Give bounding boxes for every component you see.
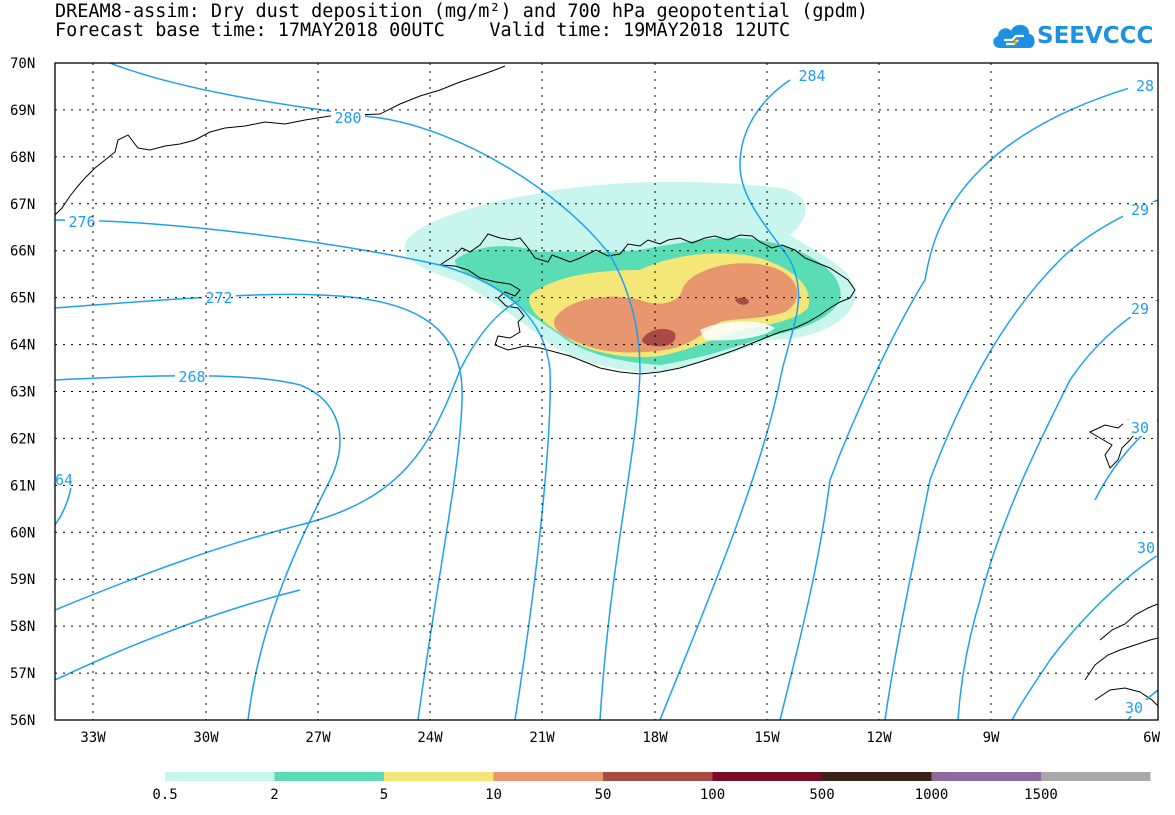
contour-line [779, 79, 1158, 720]
latitude-label: 63N [10, 385, 35, 401]
contour-label: 30 [1125, 699, 1143, 717]
coastlines [55, 65, 1158, 707]
contour-line [109, 63, 641, 720]
longitude-label: 15W [754, 730, 780, 746]
contour-label: 284 [798, 67, 825, 85]
contour-line [55, 299, 521, 611]
contour-label: 272 [205, 289, 232, 307]
colorbar-tick-label: 50 [595, 787, 612, 803]
colorbar-tick-label: 5 [380, 787, 388, 803]
colorbar-tick-label: 100 [700, 787, 725, 803]
latitude-label: 60N [10, 525, 35, 541]
colorbar-tick-label: 0.5 [152, 787, 177, 803]
longitude-labels: 33W 30W 27W 24W 21W 18W 15W 12W 9W 6W [80, 730, 1160, 746]
map-subtitle-times: Forecast base time: 17MAY2018 00UTC Vali… [55, 20, 791, 41]
longitude-label: 30W [193, 730, 219, 746]
colorbar-swatch [603, 772, 713, 781]
map-title: DREAM8-assim: Dry dust deposition (mg/m²… [55, 1, 869, 22]
colorbar-tick-label: 10 [485, 787, 502, 803]
deposition-band-50b [735, 297, 749, 305]
latitude-labels: 70N 69N 68N 67N 66N 65N 64N 63N 62N 61N 60N 59N 58N 5… [10, 56, 35, 729]
latitude-label: 59N [10, 572, 35, 588]
colorbar-swatch [493, 772, 603, 781]
iceland-coastline [438, 233, 856, 375]
colorbar-swatch [165, 772, 275, 781]
contour-line [659, 79, 800, 720]
colorbar-swatch [274, 772, 384, 781]
scotland-coastline [1084, 603, 1158, 707]
latitude-label: 66N [10, 244, 35, 260]
contour-label: 29 [1131, 300, 1149, 318]
deposition-band-10 [554, 263, 798, 353]
colorbar-swatch [822, 772, 932, 781]
latitude-label: 65N [10, 291, 35, 307]
contour-label: 64 [55, 471, 73, 489]
latitude-label: 57N [10, 666, 35, 682]
latitude-label: 56N [10, 713, 35, 729]
colorbar-tick-label: 1500 [1024, 787, 1058, 803]
contour-label: 280 [334, 109, 361, 127]
latitude-label: 64N [10, 338, 35, 354]
deposition-band-50 [642, 328, 676, 347]
contour-line [55, 589, 301, 681]
latitude-label: 69N [10, 103, 35, 119]
greenland-coastline [55, 65, 506, 216]
faroe-islands-coastline [1088, 419, 1139, 469]
longitude-label: 27W [305, 730, 331, 746]
colorbar-swatch [384, 772, 494, 781]
latitude-label: 67N [10, 197, 35, 213]
map-frame [54, 62, 1159, 721]
contour-label: 30 [1131, 419, 1149, 437]
longitude-label: 6W [1143, 730, 1160, 746]
dust-deposition-field [404, 181, 856, 372]
logo-text: SEEVCCC [1037, 23, 1154, 49]
colorbar-tick-label: 500 [809, 787, 834, 803]
longitude-label: 24W [417, 730, 443, 746]
colorbar-swatch [1041, 772, 1151, 781]
contour-line [884, 199, 1158, 720]
colorbar-swatch [712, 772, 822, 781]
colorbar-tick-label: 1000 [915, 787, 949, 803]
latitude-label: 68N [10, 150, 35, 166]
longitude-label: 18W [642, 730, 668, 746]
longitude-label: 9W [983, 730, 1000, 746]
contour-line [957, 299, 1158, 720]
contour-label: 276 [68, 213, 95, 231]
contour-line [55, 375, 341, 720]
cloud-icon [993, 24, 1035, 48]
seevccc-logo: SEEVCCC [990, 18, 1160, 58]
contour-label: 29 [1131, 201, 1149, 219]
longitude-label: 12W [866, 730, 892, 746]
colorbar: 0.5 2 5 10 50 100 500 1000 1500 [152, 772, 1151, 803]
colorbar-swatch [931, 772, 1041, 781]
longitude-label: 21W [529, 730, 555, 746]
geopotential-contours [55, 63, 1158, 720]
contour-line [1011, 554, 1158, 720]
latitude-label: 70N [10, 56, 35, 72]
contour-labels: 280 284 28 276 29 272 29 268 30 64 30 30 [47, 67, 1163, 717]
latitude-label: 58N [10, 619, 35, 635]
contour-line [55, 293, 463, 720]
contour-label: 30 [1137, 539, 1155, 557]
longitude-label: 33W [80, 730, 106, 746]
contour-label: 268 [178, 368, 205, 386]
colorbar-tick-label: 2 [270, 787, 278, 803]
latitude-label: 62N [10, 431, 35, 447]
latitude-label: 61N [10, 478, 35, 494]
contour-label: 28 [1136, 77, 1154, 95]
graticule [55, 63, 1158, 720]
